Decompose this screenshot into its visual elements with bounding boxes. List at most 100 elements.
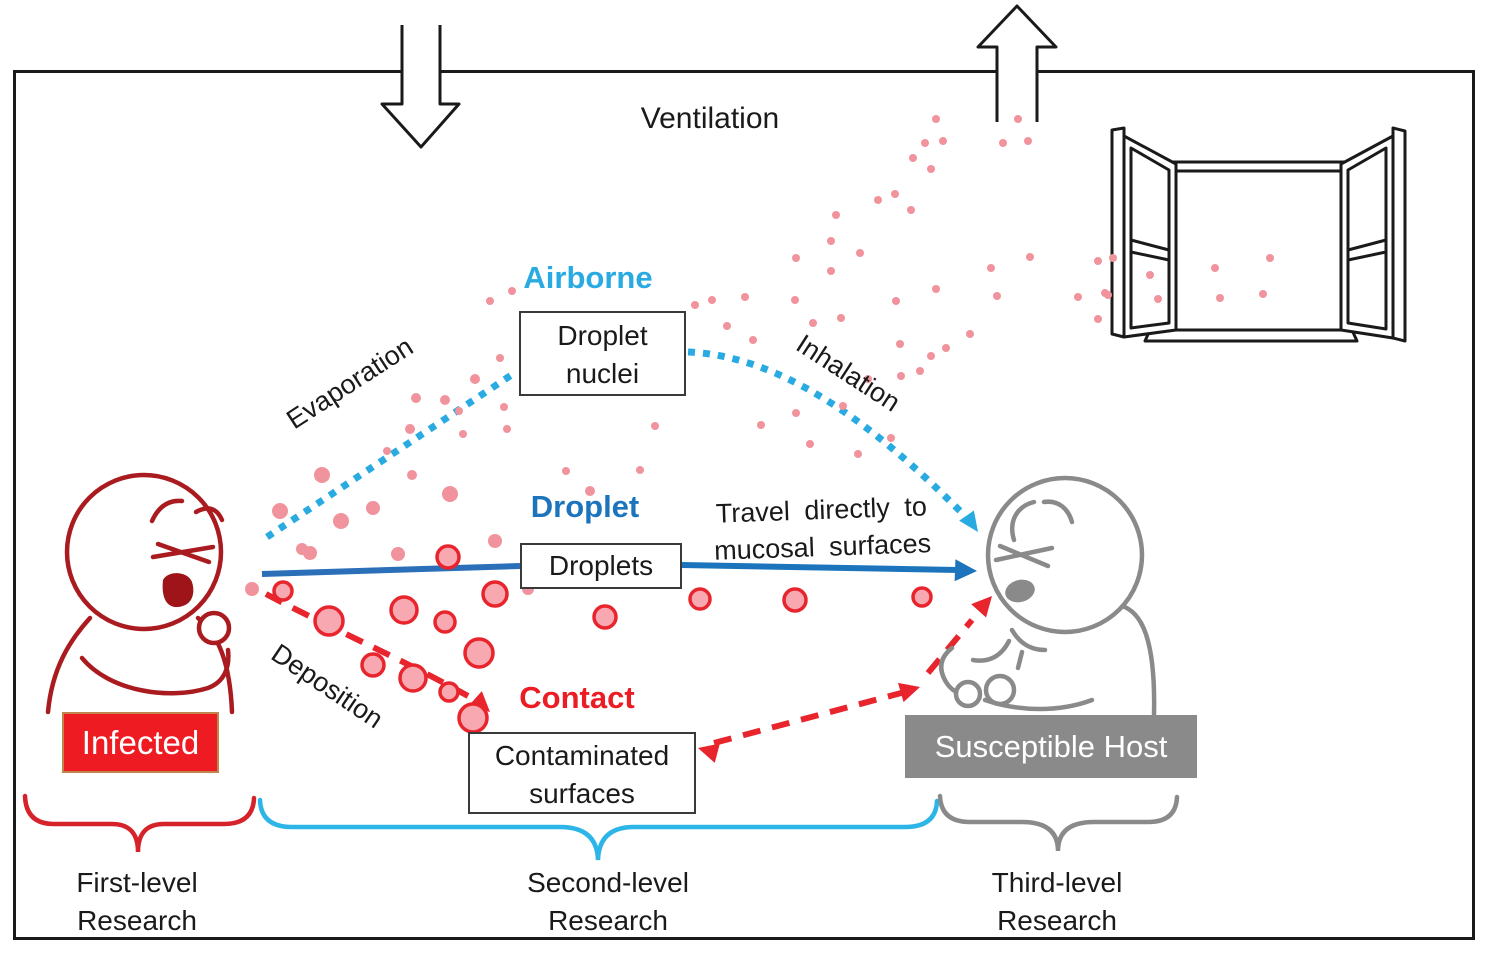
particle-dot xyxy=(389,595,419,625)
particle-dot xyxy=(874,196,882,204)
aerosol-particle-dots xyxy=(245,115,1274,596)
particle-dot xyxy=(391,547,405,561)
particle-dot xyxy=(1109,254,1117,262)
large-droplet-dots xyxy=(272,544,933,734)
droplets-box: Droplets xyxy=(520,543,682,589)
particle-dot xyxy=(782,587,808,613)
particle-dot xyxy=(856,249,864,257)
particle-dot xyxy=(366,501,380,515)
inhalation-arrowhead xyxy=(959,510,978,532)
contact-arrowhead-to-surface xyxy=(698,743,720,763)
particle-dot xyxy=(313,605,345,637)
inhalation-dotted-curve xyxy=(687,348,968,519)
particle-dot xyxy=(909,154,917,162)
contact-arrowhead-to-face xyxy=(971,596,992,618)
particle-dot xyxy=(907,206,915,214)
particle-dot xyxy=(500,403,508,411)
particle-dot xyxy=(503,425,511,433)
particle-dot xyxy=(839,402,847,410)
particle-dot xyxy=(927,165,935,173)
particle-dot xyxy=(966,330,974,338)
particle-dot xyxy=(911,586,933,608)
third-level-research-label: Third-level Research xyxy=(991,867,1123,936)
second-level-brace xyxy=(257,797,940,861)
particle-dot xyxy=(1154,295,1162,303)
particle-dot xyxy=(303,546,317,560)
particle-dot xyxy=(791,296,799,304)
particle-dot xyxy=(463,637,495,669)
third-level-brace xyxy=(937,793,1180,852)
particle-dot xyxy=(438,681,460,703)
particle-dot xyxy=(932,285,940,293)
particle-dot xyxy=(1074,293,1082,301)
particle-dot xyxy=(1101,289,1109,297)
droplet-line-left xyxy=(261,563,521,577)
particle-dot xyxy=(806,440,814,448)
particle-dot xyxy=(1014,115,1022,123)
particle-dot xyxy=(440,395,450,405)
particle-dot xyxy=(897,372,905,380)
particle-dot xyxy=(837,314,845,322)
particle-dot xyxy=(651,422,659,430)
particle-dot xyxy=(398,663,428,693)
particle-dot xyxy=(993,292,1001,300)
particle-dot xyxy=(827,267,835,275)
particle-dot xyxy=(1026,253,1034,261)
particle-dot xyxy=(481,580,509,608)
particle-dot xyxy=(360,652,386,678)
droplet-route-label: Droplet xyxy=(530,489,640,524)
particle-dot xyxy=(435,544,461,570)
deposition-dashed-curve xyxy=(264,591,470,699)
particle-dot xyxy=(470,374,480,384)
particle-dot xyxy=(932,115,940,123)
particle-dot xyxy=(1146,271,1154,279)
particle-dot xyxy=(892,297,900,305)
droplet-arrowhead xyxy=(954,559,977,582)
particle-dot xyxy=(496,354,504,362)
particle-dot xyxy=(1266,254,1274,262)
particle-dot xyxy=(864,375,872,383)
particle-dot xyxy=(592,604,618,630)
particle-dot xyxy=(691,301,699,309)
particle-dot xyxy=(488,534,502,548)
contact-arrowhead-to-hand xyxy=(898,682,920,703)
infected-label-box: Infected xyxy=(62,712,219,773)
open-window xyxy=(1110,126,1407,343)
particle-dot xyxy=(741,293,749,301)
particle-dot xyxy=(809,319,817,327)
infected-person-figure xyxy=(45,472,235,715)
evaporation-dotted-line xyxy=(265,369,518,540)
particle-dot xyxy=(723,322,731,330)
contact-route-label: Contact xyxy=(519,680,635,715)
contaminated-surfaces-box: Contaminated surfaces xyxy=(468,732,696,814)
particle-dot xyxy=(916,367,924,375)
particle-dot xyxy=(1094,315,1102,323)
particle-dot xyxy=(562,467,570,475)
particle-dot xyxy=(927,352,935,360)
particle-dot xyxy=(832,211,840,219)
ventilation-label: Ventilation xyxy=(640,102,780,135)
particle-dot xyxy=(1094,257,1102,265)
second-level-research-label: Second-level Research xyxy=(527,867,689,936)
particle-dot xyxy=(942,344,950,352)
contact-dashed-line-hand-face xyxy=(925,618,975,675)
room-outline xyxy=(13,70,1475,940)
droplet-nuclei-box: Droplet nuclei xyxy=(519,311,686,396)
particle-dot xyxy=(442,486,458,502)
particle-dot xyxy=(688,587,712,611)
particle-dot xyxy=(749,336,757,344)
particle-dot xyxy=(708,296,716,304)
particle-dot xyxy=(433,610,457,634)
travel-to-mucosa-label: Travel directly to mucosal surfaces xyxy=(713,491,932,566)
particle-dot xyxy=(383,447,391,455)
particle-dot xyxy=(314,467,330,483)
particle-dot xyxy=(792,409,800,417)
particle-dot xyxy=(757,421,765,429)
particle-dot xyxy=(887,434,895,442)
ventilation-outflow-arrow xyxy=(976,4,1058,122)
particle-dot xyxy=(1024,137,1032,145)
particle-dot xyxy=(939,137,947,145)
susceptible-host-label-box: Susceptible Host xyxy=(905,715,1197,778)
